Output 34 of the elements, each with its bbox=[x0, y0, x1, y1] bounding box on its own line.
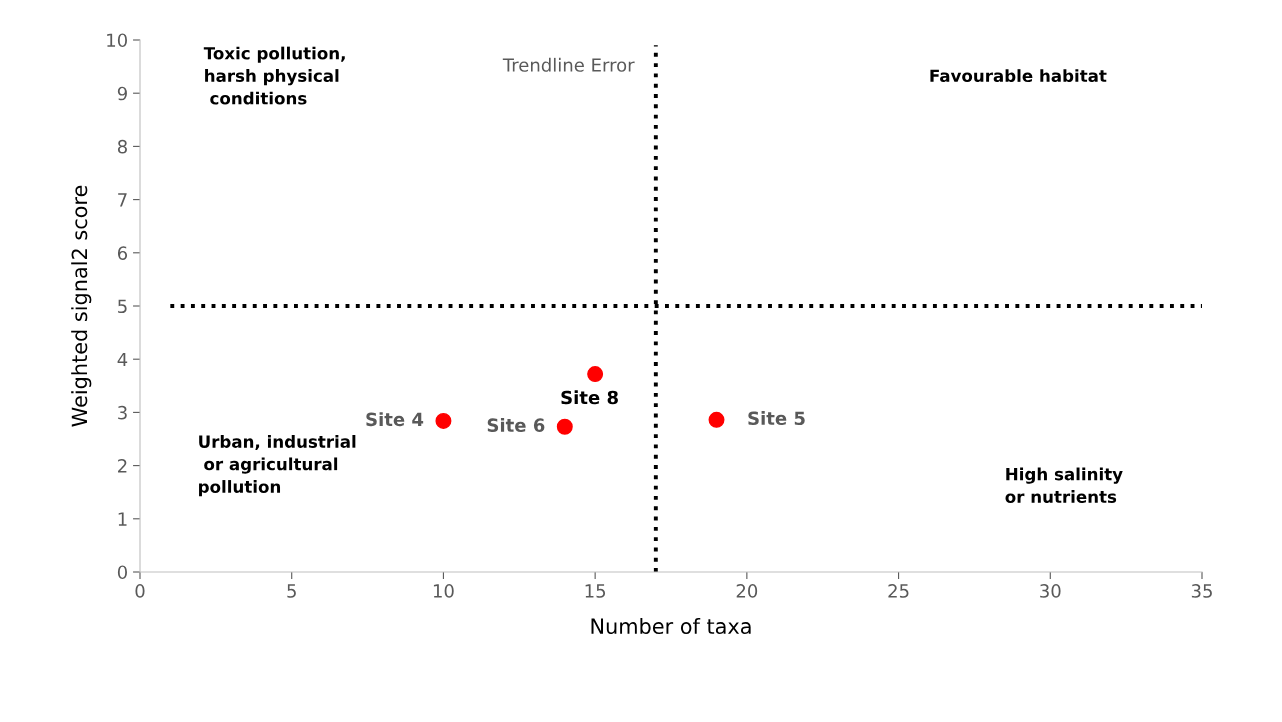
y-tick-label: 2 bbox=[118, 459, 127, 473]
point bbox=[556, 418, 573, 435]
y-tick-label: 3 bbox=[118, 405, 127, 420]
point bbox=[435, 412, 452, 429]
x-tick-label: 5 bbox=[287, 584, 296, 598]
x-axis-title: Number of taxa bbox=[591, 617, 751, 635]
x-tick-label: 35 bbox=[1191, 584, 1212, 598]
annotation: Toxic pollution, harsh physical conditions bbox=[203, 46, 345, 105]
x-tick-label: 0 bbox=[135, 584, 145, 598]
x-tick-label: 25 bbox=[888, 584, 909, 598]
y-tick-label: 1 bbox=[118, 512, 127, 526]
y-tick-label: 8 bbox=[117, 139, 127, 154]
x-tick-label: 30 bbox=[1040, 584, 1061, 598]
y-tick-label: 7 bbox=[118, 193, 127, 207]
y-tick-label: 6 bbox=[117, 246, 128, 260]
annotation: Favourable habitat bbox=[930, 69, 1107, 83]
annotation: High salinity or nutrients bbox=[1005, 467, 1123, 504]
y-tick-label: 5 bbox=[118, 299, 127, 314]
point bbox=[587, 366, 604, 383]
annotation: Site 5 bbox=[748, 411, 805, 426]
y-tick-label: 10 bbox=[107, 33, 127, 48]
annotation: Site 4 bbox=[366, 412, 424, 427]
annotation: Urban, industrial or agricultural pollution bbox=[199, 435, 356, 497]
y-tick-label: 4 bbox=[117, 352, 128, 367]
y-axis-title: Weighted signal2 score bbox=[71, 185, 92, 427]
x-tick-label: 10 bbox=[433, 584, 454, 598]
point bbox=[708, 411, 725, 428]
y-tick-label: 9 bbox=[117, 86, 127, 101]
annotation: Site 6 bbox=[487, 418, 545, 432]
annotation: Site 8 bbox=[561, 390, 618, 405]
x-tick-label: 15 bbox=[585, 584, 606, 598]
y-tick-label: 0 bbox=[117, 565, 127, 580]
ref-line-label: Trendline Error bbox=[502, 57, 635, 72]
x-tick-label: 20 bbox=[736, 584, 758, 598]
